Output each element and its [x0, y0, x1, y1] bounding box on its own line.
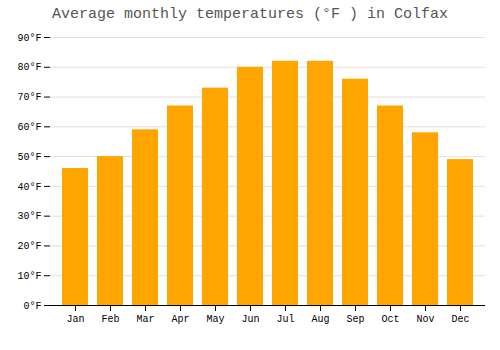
- svg-text:40°F: 40°F: [17, 182, 41, 193]
- svg-text:Jan: Jan: [66, 314, 84, 325]
- svg-text:0°F: 0°F: [23, 301, 41, 312]
- svg-text:20°F: 20°F: [17, 241, 41, 252]
- svg-text:90°F: 90°F: [17, 33, 41, 44]
- svg-text:Apr: Apr: [171, 314, 189, 325]
- svg-text:Feb: Feb: [101, 314, 119, 325]
- svg-text:Jun: Jun: [241, 314, 259, 325]
- svg-text:Nov: Nov: [416, 314, 434, 325]
- svg-text:50°F: 50°F: [17, 152, 41, 163]
- html-text:Average monthly temperatures (: Average monthly temperatures (°F ) in Co…: [52, 6, 448, 23]
- svg-text:10°F: 10°F: [17, 271, 41, 282]
- svg-text:Aug: Aug: [311, 314, 329, 325]
- svg-text:Sep: Sep: [346, 314, 364, 325]
- svg-text:Dec: Dec: [451, 314, 469, 325]
- svg-text:60°F: 60°F: [17, 122, 41, 133]
- svg-text:80°F: 80°F: [17, 62, 41, 73]
- svg-text:70°F: 70°F: [17, 92, 41, 103]
- svg-text:Mar: Mar: [136, 314, 154, 325]
- svg-text:Oct: Oct: [381, 314, 399, 325]
- svg-text:Jul: Jul: [276, 314, 294, 325]
- svg-text:30°F: 30°F: [17, 211, 41, 222]
- svg-text:May: May: [206, 314, 224, 325]
